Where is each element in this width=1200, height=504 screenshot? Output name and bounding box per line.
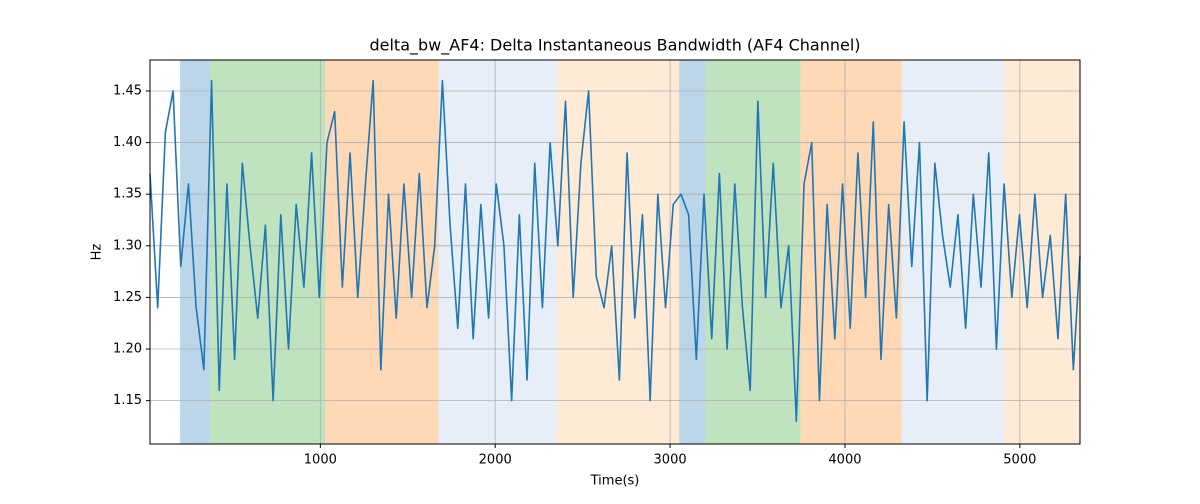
x-tick-label: 5000	[1003, 453, 1036, 468]
y-tick-label: 1.30	[113, 238, 142, 253]
shaded-span	[438, 60, 557, 444]
shaded-span	[180, 60, 211, 444]
x-tick-label: 4000	[828, 453, 861, 468]
y-tick-label: 1.35	[113, 187, 142, 202]
y-axis-label: Hz	[90, 244, 105, 261]
shaded-span	[901, 60, 1004, 444]
x-tick-label: 2000	[479, 453, 512, 468]
x-tick-label: 3000	[654, 453, 687, 468]
shaded-span	[705, 60, 801, 444]
x-axis-label: Time(s)	[590, 474, 640, 489]
y-tick-label: 1.45	[113, 83, 142, 98]
x-tick-label: 1000	[304, 453, 337, 468]
y-tick-label: 1.20	[113, 342, 142, 357]
y-tick-label: 1.15	[113, 393, 142, 408]
plot-frame	[149, 59, 1081, 445]
line-series	[149, 79, 1081, 423]
shaded-span	[800, 60, 902, 444]
shaded-span	[556, 60, 680, 444]
chart-title: delta_bw_AF4: Delta Instantaneous Bandwi…	[369, 36, 860, 56]
shaded-span	[210, 60, 326, 444]
y-tick-label: 1.25	[113, 290, 142, 305]
y-tick-label: 1.40	[113, 135, 142, 150]
shaded-span	[325, 60, 439, 444]
